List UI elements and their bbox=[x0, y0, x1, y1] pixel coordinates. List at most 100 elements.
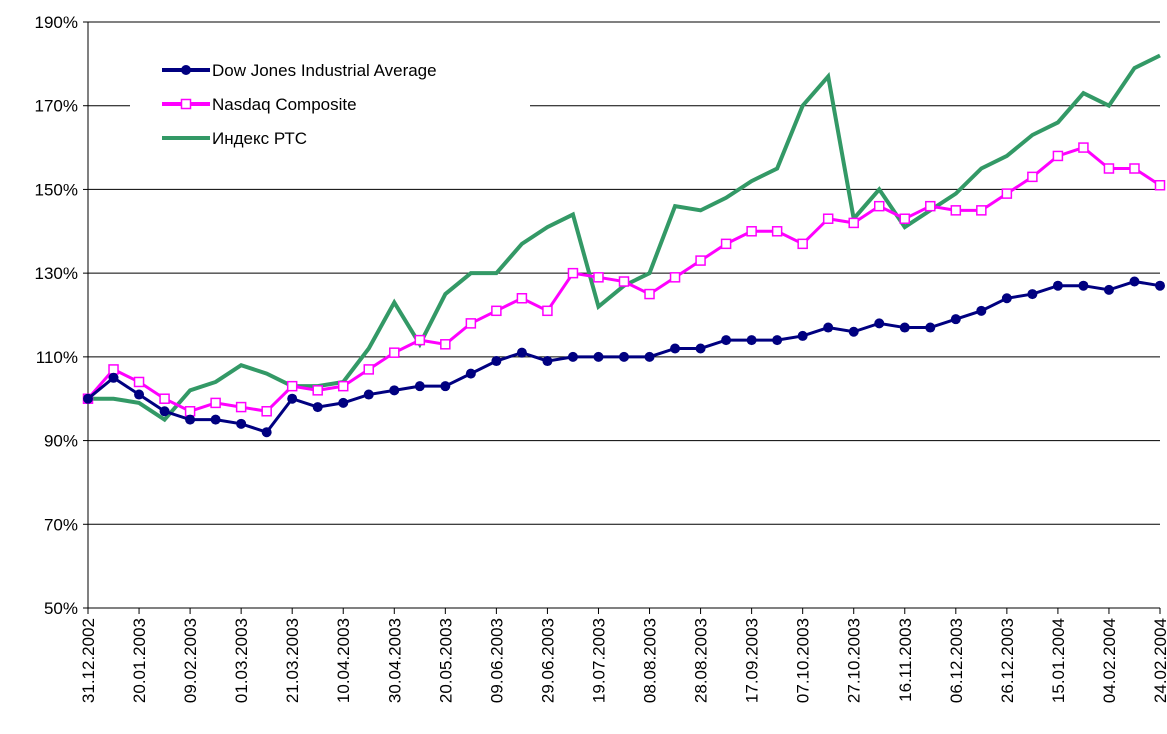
marker bbox=[721, 335, 732, 346]
marker bbox=[1078, 280, 1089, 291]
marker bbox=[899, 213, 911, 224]
legend-marker bbox=[181, 65, 191, 75]
marker bbox=[414, 381, 425, 392]
marker bbox=[1129, 163, 1140, 174]
y-tick-label: 110% bbox=[36, 348, 78, 367]
marker bbox=[1027, 171, 1038, 183]
x-tick-label: 15.01.2004 bbox=[1049, 618, 1068, 703]
legend-label: Dow Jones Industrial Average bbox=[212, 61, 437, 80]
marker bbox=[1052, 280, 1063, 291]
x-tick-label: 17.09.2003 bbox=[743, 618, 762, 703]
marker bbox=[363, 389, 374, 400]
marker bbox=[440, 339, 451, 350]
marker bbox=[772, 335, 783, 346]
x-tick-label: 09.06.2003 bbox=[487, 618, 506, 703]
marker bbox=[261, 427, 272, 438]
marker bbox=[1078, 142, 1089, 153]
marker bbox=[1001, 293, 1012, 304]
x-tick-label: 10.04.2003 bbox=[334, 618, 353, 703]
marker bbox=[644, 288, 655, 300]
marker bbox=[950, 314, 961, 325]
marker bbox=[133, 376, 145, 388]
marker bbox=[873, 200, 885, 212]
y-tick-label: 190% bbox=[35, 13, 78, 32]
marker bbox=[644, 351, 655, 362]
marker bbox=[669, 272, 681, 283]
marker bbox=[184, 406, 196, 417]
marker bbox=[465, 368, 476, 379]
marker bbox=[414, 334, 426, 346]
marker bbox=[695, 255, 706, 266]
x-tick-label: 06.12.2003 bbox=[947, 618, 966, 703]
marker bbox=[1103, 163, 1115, 174]
marker bbox=[822, 213, 834, 224]
x-tick-label: 27.10.2003 bbox=[845, 618, 864, 703]
marker bbox=[797, 238, 808, 250]
legend: Dow Jones Industrial Average Nasdaq Compo… bbox=[130, 52, 530, 160]
marker bbox=[1027, 289, 1038, 300]
marker bbox=[363, 364, 375, 375]
marker bbox=[108, 372, 119, 383]
x-tick-label: 24.02.2004 bbox=[1151, 618, 1167, 703]
marker bbox=[823, 322, 834, 333]
marker bbox=[1001, 188, 1013, 199]
marker bbox=[1052, 150, 1064, 162]
marker bbox=[516, 293, 528, 304]
legend-label: Индекс РТС bbox=[212, 129, 307, 148]
x-tick-label: 31.12.2002 bbox=[79, 618, 98, 703]
x-tick-label: 19.07.2003 bbox=[589, 618, 608, 703]
marker bbox=[950, 205, 962, 216]
marker bbox=[159, 393, 170, 404]
x-tick-label: 26.12.2003 bbox=[998, 618, 1017, 703]
marker bbox=[567, 267, 579, 279]
marker bbox=[542, 356, 553, 367]
x-tick-label: 07.10.2003 bbox=[794, 618, 813, 703]
marker bbox=[287, 393, 298, 404]
marker bbox=[593, 272, 604, 283]
marker bbox=[1155, 280, 1165, 291]
marker bbox=[108, 364, 119, 375]
x-tick-label: 29.06.2003 bbox=[538, 618, 557, 703]
y-tick-label: 170% bbox=[35, 97, 78, 116]
marker bbox=[210, 397, 221, 409]
marker bbox=[593, 351, 604, 362]
marker bbox=[338, 397, 349, 408]
y-tick-label: 150% bbox=[35, 180, 78, 199]
marker bbox=[976, 305, 987, 316]
marker bbox=[899, 322, 910, 333]
marker bbox=[210, 414, 221, 425]
marker bbox=[159, 406, 170, 417]
y-tick-label: 90% bbox=[44, 432, 78, 451]
y-tick-label: 70% bbox=[44, 515, 78, 534]
marker bbox=[618, 276, 630, 287]
marker bbox=[976, 205, 987, 216]
marker bbox=[440, 381, 451, 392]
marker bbox=[491, 305, 502, 317]
x-tick-label: 20.01.2003 bbox=[130, 618, 149, 703]
marker bbox=[925, 322, 936, 333]
legend-label: Nasdaq Composite bbox=[212, 95, 357, 114]
marker bbox=[797, 330, 808, 341]
marker bbox=[771, 226, 783, 237]
legend-marker bbox=[180, 98, 192, 110]
marker bbox=[337, 380, 349, 392]
x-tick-label: 21.03.2003 bbox=[283, 618, 302, 703]
marker bbox=[1129, 276, 1140, 287]
marker bbox=[83, 393, 93, 404]
marker bbox=[312, 385, 323, 396]
x-tick-label: 30.04.2003 bbox=[385, 618, 404, 703]
marker bbox=[491, 356, 502, 367]
marker bbox=[670, 343, 681, 354]
marker bbox=[848, 217, 859, 229]
marker bbox=[1103, 284, 1114, 295]
marker bbox=[516, 347, 527, 358]
marker bbox=[1154, 179, 1166, 191]
marker bbox=[695, 343, 706, 354]
marker bbox=[542, 305, 553, 317]
marker bbox=[848, 326, 859, 337]
marker bbox=[746, 335, 757, 346]
marker bbox=[619, 351, 629, 362]
x-tick-label: 09.02.2003 bbox=[181, 618, 200, 703]
marker bbox=[286, 380, 298, 392]
x-tick-label: 28.08.2003 bbox=[692, 618, 711, 703]
